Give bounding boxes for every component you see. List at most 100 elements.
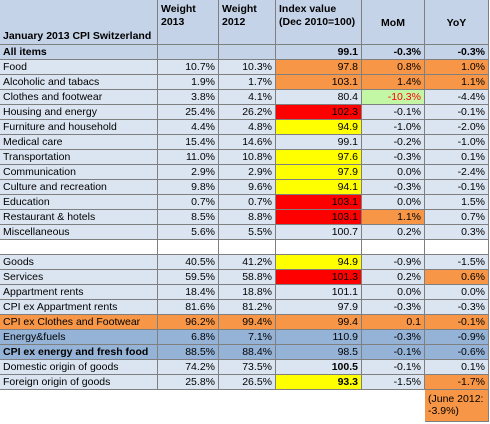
cell-yoy[interactable]: -0.3% <box>425 45 489 60</box>
cell-label[interactable]: Goods <box>0 255 158 270</box>
cell-yoy[interactable]: 1.5% <box>425 195 489 210</box>
cell-yoy[interactable]: -0.9% <box>425 330 489 345</box>
cell-weight-2013[interactable]: 18.4% <box>158 285 219 300</box>
cell-mom[interactable]: 0.8% <box>362 60 425 75</box>
cell-weight-2012[interactable]: 2.9% <box>219 165 276 180</box>
cell-label[interactable]: Culture and recreation <box>0 180 158 195</box>
cell-weight-2012[interactable]: 10.3% <box>219 60 276 75</box>
cell-weight-2013[interactable]: 11.0% <box>158 150 219 165</box>
cell-index[interactable]: 80.4 <box>276 90 362 105</box>
cell-mom[interactable]: 0.0% <box>362 285 425 300</box>
cell-label[interactable]: Communication <box>0 165 158 180</box>
cell-label[interactable]: Alcoholic and tabacs <box>0 75 158 90</box>
cell-weight-2012[interactable]: 26.2% <box>219 105 276 120</box>
cell-weight-2012[interactable]: 7.1% <box>219 330 276 345</box>
cell-label[interactable]: Transportation <box>0 150 158 165</box>
cell-index[interactable]: 99.1 <box>276 45 362 60</box>
cell-index[interactable]: 98.5 <box>276 345 362 360</box>
cell-weight-2012[interactable]: 8.8% <box>219 210 276 225</box>
cell-weight-2012[interactable]: 81.2% <box>219 300 276 315</box>
cell-label[interactable]: Medical care <box>0 135 158 150</box>
cell-weight-2012[interactable]: 88.4% <box>219 345 276 360</box>
cell-weight-2012[interactable] <box>219 45 276 60</box>
cell-weight-2013[interactable]: 0.7% <box>158 195 219 210</box>
cell-mom[interactable]: 0.2% <box>362 225 425 240</box>
cell-yoy[interactable]: 1.0% <box>425 60 489 75</box>
cell-yoy[interactable]: 0.0% <box>425 285 489 300</box>
cell-yoy[interactable]: -4.4% <box>425 90 489 105</box>
cell-mom[interactable]: 1.4% <box>362 75 425 90</box>
header-title[interactable]: January 2013 CPI Switzerland <box>0 0 158 45</box>
cell-mom[interactable]: -0.3% <box>362 45 425 60</box>
cell-weight-2012[interactable]: 1.7% <box>219 75 276 90</box>
cell-yoy[interactable]: -0.1% <box>425 315 489 330</box>
cell-weight-2013[interactable]: 59.5% <box>158 270 219 285</box>
cell-weight-2012[interactable]: 4.1% <box>219 90 276 105</box>
cell-label[interactable]: Food <box>0 60 158 75</box>
cell-weight-2013[interactable]: 10.7% <box>158 60 219 75</box>
cell-index[interactable]: 101.1 <box>276 285 362 300</box>
cell-weight-2013[interactable]: 4.4% <box>158 120 219 135</box>
cell-weight-2012[interactable] <box>219 240 276 255</box>
header-yoy[interactable]: YoY <box>425 0 489 45</box>
cell-weight-2013[interactable]: 74.2% <box>158 360 219 375</box>
cell-mom[interactable]: 0.0% <box>362 165 425 180</box>
cell-weight-2013[interactable]: 25.8% <box>158 375 219 390</box>
cell-label[interactable]: CPI ex Clothes and Footwear <box>0 315 158 330</box>
cell-label[interactable]: Miscellaneous <box>0 225 158 240</box>
cell-label[interactable] <box>0 240 158 255</box>
cell-label[interactable]: Clothes and footwear <box>0 90 158 105</box>
cell-index[interactable]: 97.9 <box>276 300 362 315</box>
cell-yoy[interactable]: -2.4% <box>425 165 489 180</box>
cell-weight-2013[interactable]: 15.4% <box>158 135 219 150</box>
cell-yoy[interactable]: -0.6% <box>425 345 489 360</box>
cell-label[interactable]: All items <box>0 45 158 60</box>
cell-yoy[interactable]: 0.7% <box>425 210 489 225</box>
cell-yoy[interactable]: -2.0% <box>425 120 489 135</box>
cell-mom[interactable]: 0.0% <box>362 195 425 210</box>
cell-weight-2012[interactable]: 18.8% <box>219 285 276 300</box>
cell-yoy[interactable]: -1.7% <box>425 375 489 390</box>
cell-index[interactable]: 102.3 <box>276 105 362 120</box>
cell-label[interactable]: Foreign origin of goods <box>0 375 158 390</box>
cell-index[interactable]: 94.9 <box>276 120 362 135</box>
cell-weight-2012[interactable]: 0.7% <box>219 195 276 210</box>
cell-index[interactable]: 101.3 <box>276 270 362 285</box>
cell-weight-2012[interactable]: 26.5% <box>219 375 276 390</box>
cell-weight-2013[interactable] <box>158 45 219 60</box>
cell-weight-2012[interactable]: 73.5% <box>219 360 276 375</box>
cell-yoy[interactable]: 0.1% <box>425 360 489 375</box>
cell-yoy[interactable]: 1.1% <box>425 75 489 90</box>
cell-mom[interactable]: -10.3% <box>362 90 425 105</box>
cell-yoy[interactable]: 0.3% <box>425 225 489 240</box>
cell-mom[interactable]: -0.3% <box>362 330 425 345</box>
cell-mom[interactable]: -0.1% <box>362 360 425 375</box>
cell-label[interactable]: Domestic origin of goods <box>0 360 158 375</box>
cell-yoy[interactable]: 0.1% <box>425 150 489 165</box>
cell-mom[interactable]: 1.1% <box>362 210 425 225</box>
cell-label[interactable]: Restaurant & hotels <box>0 210 158 225</box>
cell-yoy[interactable] <box>425 240 489 255</box>
cell-weight-2012[interactable]: 9.6% <box>219 180 276 195</box>
cell-weight-2012[interactable]: 99.4% <box>219 315 276 330</box>
cell-mom[interactable]: -0.2% <box>362 135 425 150</box>
cell-weight-2013[interactable]: 81.6% <box>158 300 219 315</box>
cell-yoy[interactable]: -1.5% <box>425 255 489 270</box>
cell-weight-2013[interactable]: 2.9% <box>158 165 219 180</box>
cell-label[interactable]: Services <box>0 270 158 285</box>
cell-mom[interactable]: -0.9% <box>362 255 425 270</box>
cell-index[interactable]: 94.1 <box>276 180 362 195</box>
cell-label[interactable]: CPI ex energy and fresh food <box>0 345 158 360</box>
cell-mom[interactable]: -0.3% <box>362 180 425 195</box>
cell-yoy[interactable]: -0.3% <box>425 300 489 315</box>
header-mom[interactable]: MoM <box>362 0 425 45</box>
cell-weight-2012[interactable]: 41.2% <box>219 255 276 270</box>
cell-weight-2012[interactable]: 5.5% <box>219 225 276 240</box>
cell-index[interactable]: 93.3 <box>276 375 362 390</box>
cell-index[interactable]: 103.1 <box>276 210 362 225</box>
cell-index[interactable]: 97.6 <box>276 150 362 165</box>
cell-label[interactable]: Furniture and household <box>0 120 158 135</box>
cell-label[interactable]: Appartment rents <box>0 285 158 300</box>
cell-mom[interactable] <box>362 240 425 255</box>
header-weight-2012[interactable]: Weight 2012 <box>219 0 276 45</box>
